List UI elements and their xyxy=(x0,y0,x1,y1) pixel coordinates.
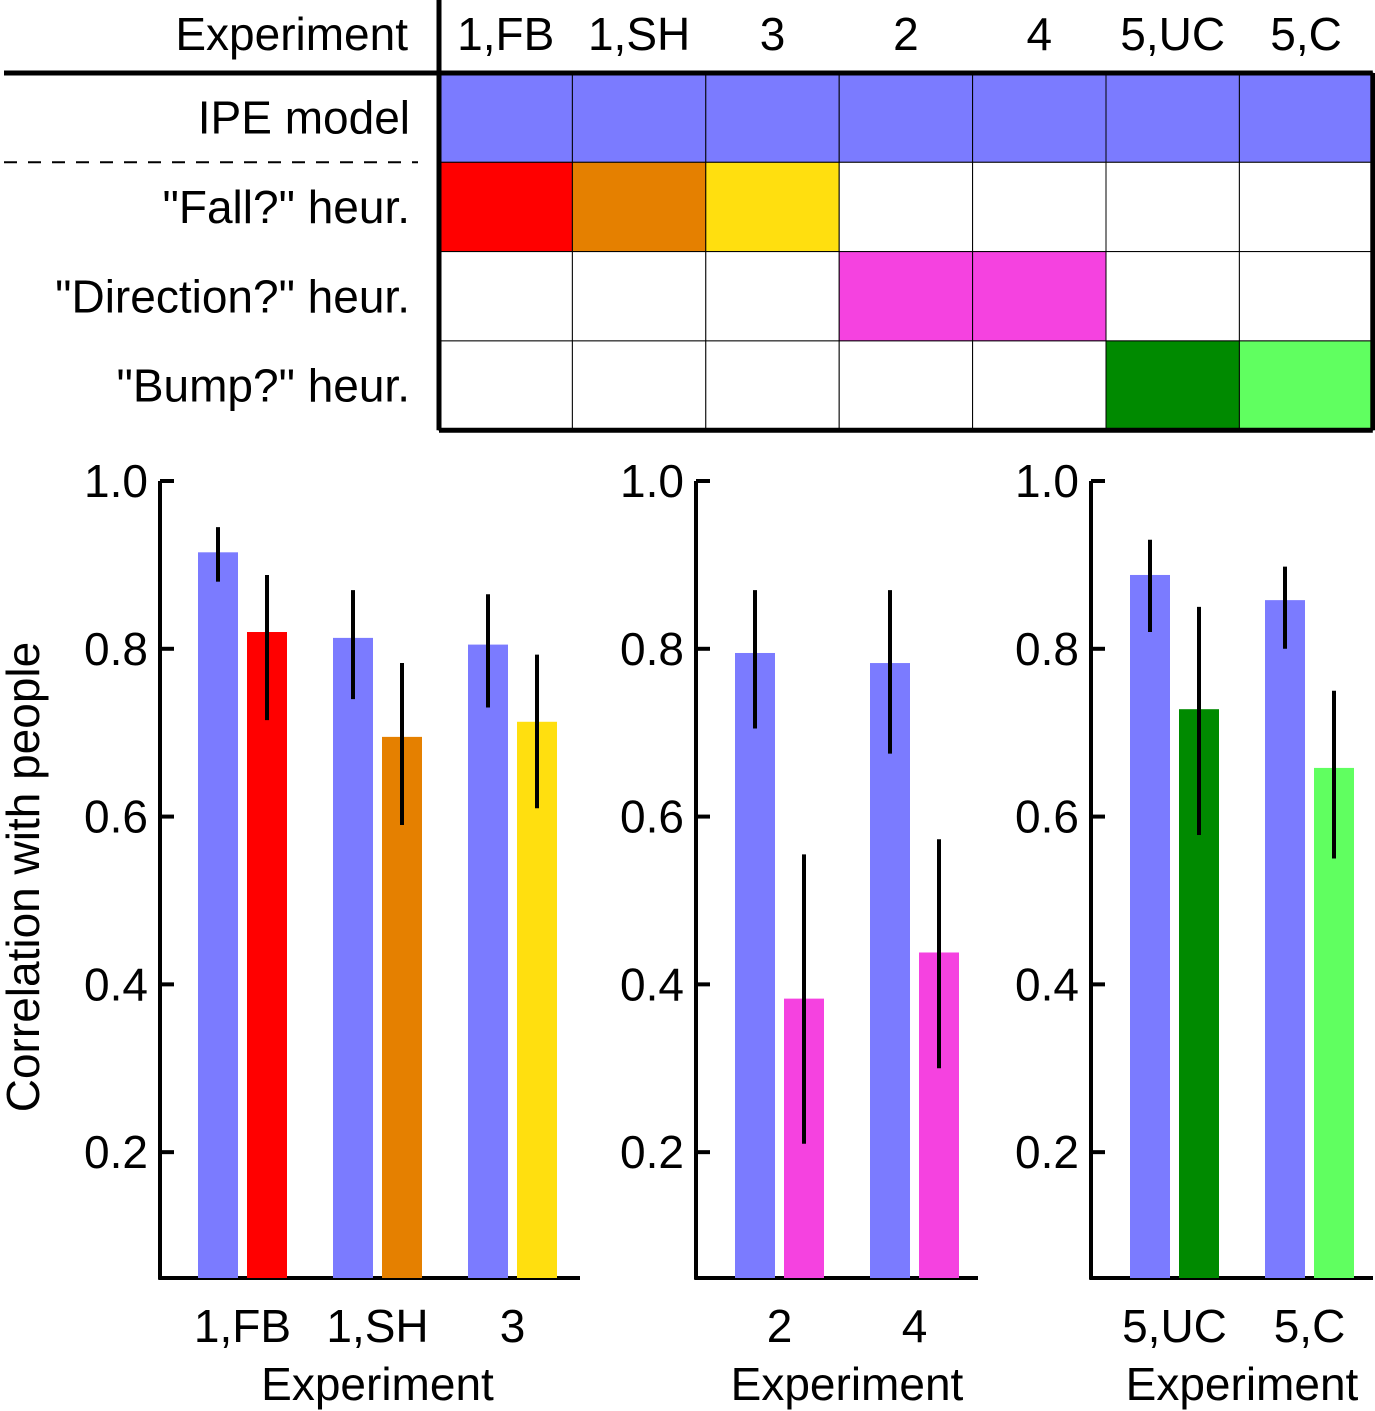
table-cell xyxy=(438,72,573,163)
bar xyxy=(468,644,508,1278)
table-cell xyxy=(571,251,707,342)
table-cell xyxy=(838,340,974,431)
table-cell xyxy=(838,72,974,163)
y-tick-label: 0.6 xyxy=(1015,791,1079,843)
bar xyxy=(247,632,287,1278)
table-cell xyxy=(705,251,840,342)
y-tick-label: 0.4 xyxy=(84,958,148,1010)
x-tick-label: 4 xyxy=(902,1300,928,1352)
table-cell xyxy=(571,72,707,163)
legend-table: Experiment 1,FB 1,SH 3 2 4 5,UC 5,C IPE model "Fa… xyxy=(4,0,1375,433)
y-tick-label: 0.8 xyxy=(84,623,148,675)
bar xyxy=(333,637,373,1278)
table-cell xyxy=(438,161,573,253)
table-cell xyxy=(1105,251,1240,342)
table-cell xyxy=(1238,340,1374,431)
bar xyxy=(382,736,422,1278)
table-cell xyxy=(705,72,840,163)
chart-panel-3: 1.0 0.8 0.6 0.4 0.2 5,UC 5,C Experiment xyxy=(1015,455,1373,1410)
table-cell xyxy=(838,161,974,253)
y-tick-label: 1.0 xyxy=(1015,455,1079,507)
x-tick-label: 1,FB xyxy=(194,1300,291,1352)
bar xyxy=(1265,600,1305,1278)
table-cell xyxy=(972,340,1107,431)
table-cell xyxy=(1105,72,1240,163)
table-cell xyxy=(1105,340,1240,431)
y-tick-label: 0.8 xyxy=(620,623,684,675)
y-tick-label: 0.2 xyxy=(620,1126,684,1178)
y-tick-label: 0.4 xyxy=(620,958,684,1010)
y-tick-label: 0.6 xyxy=(84,791,148,843)
table-header-label: Experiment xyxy=(175,8,408,60)
table-cell xyxy=(838,251,974,342)
table-cell xyxy=(705,340,840,431)
table-column-label: 4 xyxy=(1027,8,1053,60)
bar xyxy=(1130,574,1170,1278)
table-cell xyxy=(705,161,840,253)
table-row-label: "Bump?" heur. xyxy=(117,360,411,412)
y-tick-label: 1.0 xyxy=(84,455,148,507)
y-tick-label: 1.0 xyxy=(620,455,684,507)
x-tick-label: 5,C xyxy=(1274,1300,1346,1352)
y-axis-label: Correlation with people xyxy=(0,642,49,1113)
x-tick-label: 3 xyxy=(500,1300,526,1352)
y-tick-label: 0.4 xyxy=(1015,958,1079,1010)
table-column-label: 1,SH xyxy=(588,8,690,60)
table-cell xyxy=(972,72,1107,163)
x-axis-label: Experiment xyxy=(731,1358,964,1410)
bar xyxy=(870,663,910,1278)
bar xyxy=(735,652,775,1278)
table-row-label: "Direction?" heur. xyxy=(55,270,410,322)
x-tick-label: 2 xyxy=(767,1300,793,1352)
bar xyxy=(517,721,557,1278)
table-cell xyxy=(1238,72,1374,163)
table-column-label: 1,FB xyxy=(457,8,554,60)
table-column-label: 5,UC xyxy=(1120,8,1225,60)
table-cell xyxy=(1238,251,1374,342)
table-row-label: "Fall?" heur. xyxy=(163,181,410,233)
table-cell xyxy=(571,340,707,431)
table-cell xyxy=(972,251,1107,342)
y-tick-label: 0.8 xyxy=(1015,623,1079,675)
y-tick-label: 0.2 xyxy=(1015,1126,1079,1178)
table-column-label: 3 xyxy=(760,8,786,60)
table-row-label: IPE model xyxy=(198,92,410,144)
x-tick-label: 5,UC xyxy=(1122,1300,1227,1352)
x-axis-label: Experiment xyxy=(1126,1358,1359,1410)
table-cell xyxy=(438,340,573,431)
chart-panel-2: 1.0 0.8 0.6 0.4 0.2 2 4 Experiment xyxy=(620,455,978,1410)
table-cell xyxy=(1105,161,1240,253)
bar xyxy=(198,552,238,1278)
table-cell xyxy=(571,161,707,253)
table-column-label: 5,C xyxy=(1270,8,1342,60)
y-tick-label: 0.6 xyxy=(620,791,684,843)
table-cell xyxy=(1238,161,1374,253)
x-tick-label: 1,SH xyxy=(326,1300,428,1352)
table-cell xyxy=(438,251,573,342)
x-axis-label: Experiment xyxy=(261,1358,494,1410)
table-column-label: 2 xyxy=(893,8,919,60)
y-tick-label: 0.2 xyxy=(84,1126,148,1178)
table-cell xyxy=(972,161,1107,253)
